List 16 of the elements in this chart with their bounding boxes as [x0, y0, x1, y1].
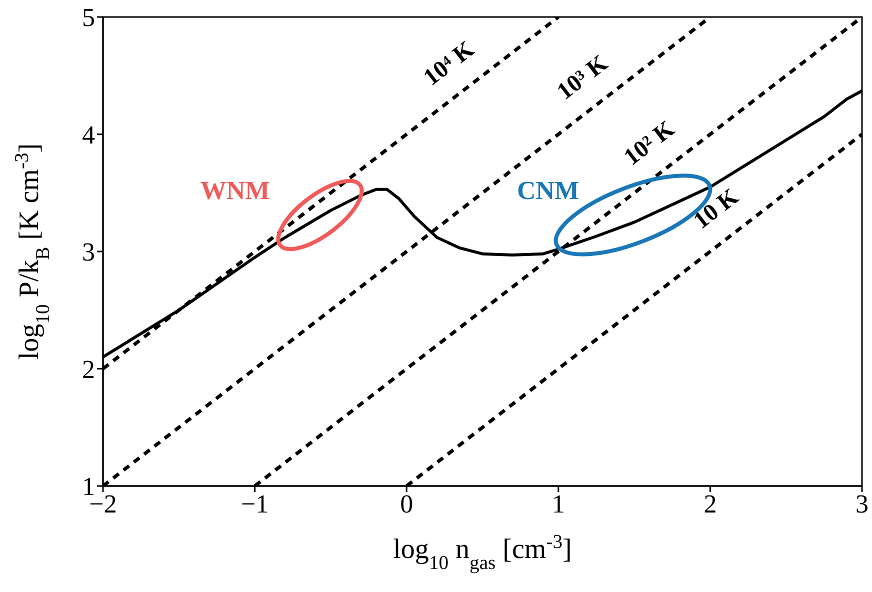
x-axis-title: log$_{10}$ n$_{gas}$ [cm$^{-3}$]: [393, 532, 572, 574]
x-tick-label: 1: [552, 489, 565, 518]
y-tick-label: 2: [82, 354, 95, 384]
y-tick-label: 3: [82, 238, 95, 267]
annotation: WNM: [200, 176, 270, 205]
text: 10² K: [619, 116, 680, 171]
text: 10⁴ K: [418, 36, 480, 92]
annotation: CNM: [516, 176, 580, 205]
x-tick-label: 2: [704, 489, 717, 518]
x-tick-label: −1: [240, 489, 269, 518]
x-tick-label: 0: [400, 489, 414, 518]
text: 10 K: [689, 184, 744, 234]
text: 10³ K: [552, 50, 613, 106]
x-tick-label: 3: [856, 489, 868, 518]
y-tick-label: 5: [82, 3, 95, 32]
y-tick-label: 4: [82, 120, 95, 150]
